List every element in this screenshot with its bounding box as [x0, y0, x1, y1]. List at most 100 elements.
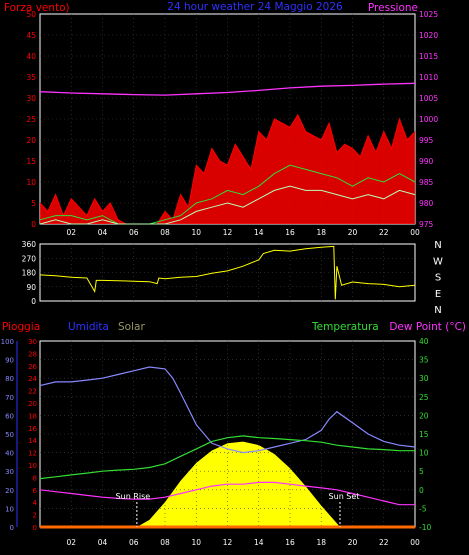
- pressure-tick-label: 995: [419, 136, 434, 145]
- humidity-axis-label: Umidita: [68, 321, 109, 333]
- pressure-tick-label: 1000: [419, 115, 438, 124]
- compass-label: N: [434, 240, 441, 251]
- rain-tick-label: 26: [28, 363, 37, 371]
- x-tick-label: 12: [223, 228, 233, 237]
- series-vento-minimo: [39, 185, 416, 225]
- x-tick-label: 16: [285, 538, 295, 547]
- sun-rise-label: Sun Rise: [116, 492, 151, 501]
- temperature-tick-label: 35: [419, 356, 429, 365]
- wind-tick-label: 20: [26, 136, 36, 145]
- temperature-tick-label: 5: [419, 467, 424, 476]
- x-tick-label: 02: [66, 538, 76, 547]
- pressure-axis-label: Pressione: [368, 2, 418, 14]
- humidity-axis-ticks: 0 10 20 30 40 50 60 70 80 90 100: [1, 338, 18, 532]
- x-tick-label: 04: [98, 228, 108, 237]
- x-tick-label: 08: [160, 538, 170, 547]
- temperature-tick-label: 25: [419, 393, 429, 402]
- compass-label: W: [433, 256, 443, 267]
- x-tick-label: 14: [254, 228, 264, 237]
- wind-tick-label: 25: [26, 115, 36, 124]
- rain-tick-label: 28: [28, 350, 37, 358]
- humidity-tick-label: 100: [1, 338, 14, 346]
- wind-axis-ticks: 0 5 10 15 20 25 30 35 40 45 50: [26, 10, 36, 229]
- direction-tick-label: 0: [31, 297, 36, 306]
- x-tick-label: 06: [129, 538, 139, 547]
- wind-tick-label: 5: [31, 199, 36, 208]
- wind-direction-series: [39, 245, 416, 300]
- humidity-tick-label: 40: [5, 450, 14, 458]
- compass-label: S: [435, 273, 441, 284]
- series-pressione: [39, 82, 416, 96]
- humidity-tick-label: 90: [5, 357, 14, 365]
- pressure-axis-ticks: 975 980 985 990 995 1000 1005 1010 1015 1020 1025: [419, 10, 438, 229]
- direction-tick-label: 270: [22, 254, 37, 263]
- wind-tick-label: 35: [26, 73, 36, 82]
- wind-tick-label: 50: [26, 10, 36, 19]
- x-tick-label: 22: [379, 538, 389, 547]
- compass-label: N: [434, 305, 441, 316]
- humidity-tick-label: 0: [10, 524, 14, 532]
- pressure-tick-label: 985: [419, 178, 434, 187]
- temperature-tick-label: -5: [419, 504, 427, 513]
- solar-axis-label: Solar: [118, 321, 145, 333]
- x-tick-label: 22: [379, 228, 389, 237]
- series-direzione: [39, 245, 416, 300]
- wind-tick-label: 0: [31, 220, 36, 229]
- temperature-axis-ticks: -10 -5 0 5 10 15 20 25 30 35 40: [419, 337, 431, 532]
- rain-tick-label: 24: [28, 375, 37, 383]
- wind-tick-label: 15: [26, 157, 36, 166]
- humidity-tick-label: 30: [5, 468, 14, 476]
- wind-tick-label: 40: [26, 52, 36, 61]
- climate-panel: Pioggia Umidita Solar Temperatura Dew Po…: [1, 321, 466, 547]
- humidity-tick-label: 10: [5, 505, 14, 513]
- dew-point-axis-label: Dew Point (°C): [389, 321, 466, 333]
- rain-tick-label: 14: [28, 437, 37, 445]
- x-tick-label: 04: [98, 538, 108, 547]
- pressure-tick-label: 1005: [419, 94, 438, 103]
- rain-tick-label: 4: [33, 499, 38, 507]
- series-raffica-area: [40, 114, 415, 224]
- x-tick-label: 12: [223, 538, 233, 547]
- humidity-tick-label: 70: [5, 394, 14, 402]
- rain-tick-label: 20: [28, 400, 37, 408]
- humidity-tick-label: 80: [5, 375, 14, 383]
- rain-tick-label: 0: [33, 524, 37, 532]
- wind-pressure-x-ticks: 02 04 06 08 10 12 14 16 18 20 22 00: [66, 228, 420, 237]
- climate-grid: [40, 341, 415, 527]
- rain-tick-label: 22: [28, 388, 37, 396]
- direction-axis-ticks: 0 90 180 270 360: [22, 240, 37, 306]
- series-raffica: [39, 113, 416, 225]
- rain-tick-label: 12: [28, 450, 37, 458]
- x-tick-label: 00: [410, 228, 420, 237]
- wind-tick-label: 30: [26, 94, 36, 103]
- rain-tick-label: 6: [33, 487, 38, 495]
- rain-tick-label: 2: [33, 512, 37, 520]
- x-tick-label: 10: [191, 228, 201, 237]
- x-tick-label: 10: [191, 538, 201, 547]
- wind-tick-label: 45: [26, 31, 36, 40]
- temperature-tick-label: 15: [419, 430, 429, 439]
- rain-tick-label: 10: [28, 462, 37, 470]
- series-dew-point: [39, 481, 415, 506]
- pressure-tick-label: 990: [419, 157, 434, 166]
- humidity-tick-label: 50: [5, 431, 14, 439]
- rain-tick-label: 18: [28, 412, 37, 420]
- wind-tick-label: 10: [26, 178, 36, 187]
- x-tick-label: 20: [348, 538, 358, 547]
- series-vento-medio: [39, 164, 416, 225]
- climate-x-ticks: 02 04 06 08 10 12 14 16 18 20 22 00: [66, 538, 420, 547]
- series-umidita: [39, 366, 416, 454]
- humidity-tick-label: 20: [5, 487, 14, 495]
- x-tick-label: 02: [66, 228, 76, 237]
- temperature-tick-label: 0: [419, 486, 424, 495]
- x-tick-label: 00: [410, 538, 420, 547]
- x-tick-label: 08: [160, 228, 170, 237]
- temperature-tick-label: 10: [419, 449, 429, 458]
- temperature-tick-label: 20: [419, 411, 429, 420]
- direction-tick-label: 90: [26, 283, 36, 292]
- x-tick-label: 18: [316, 538, 326, 547]
